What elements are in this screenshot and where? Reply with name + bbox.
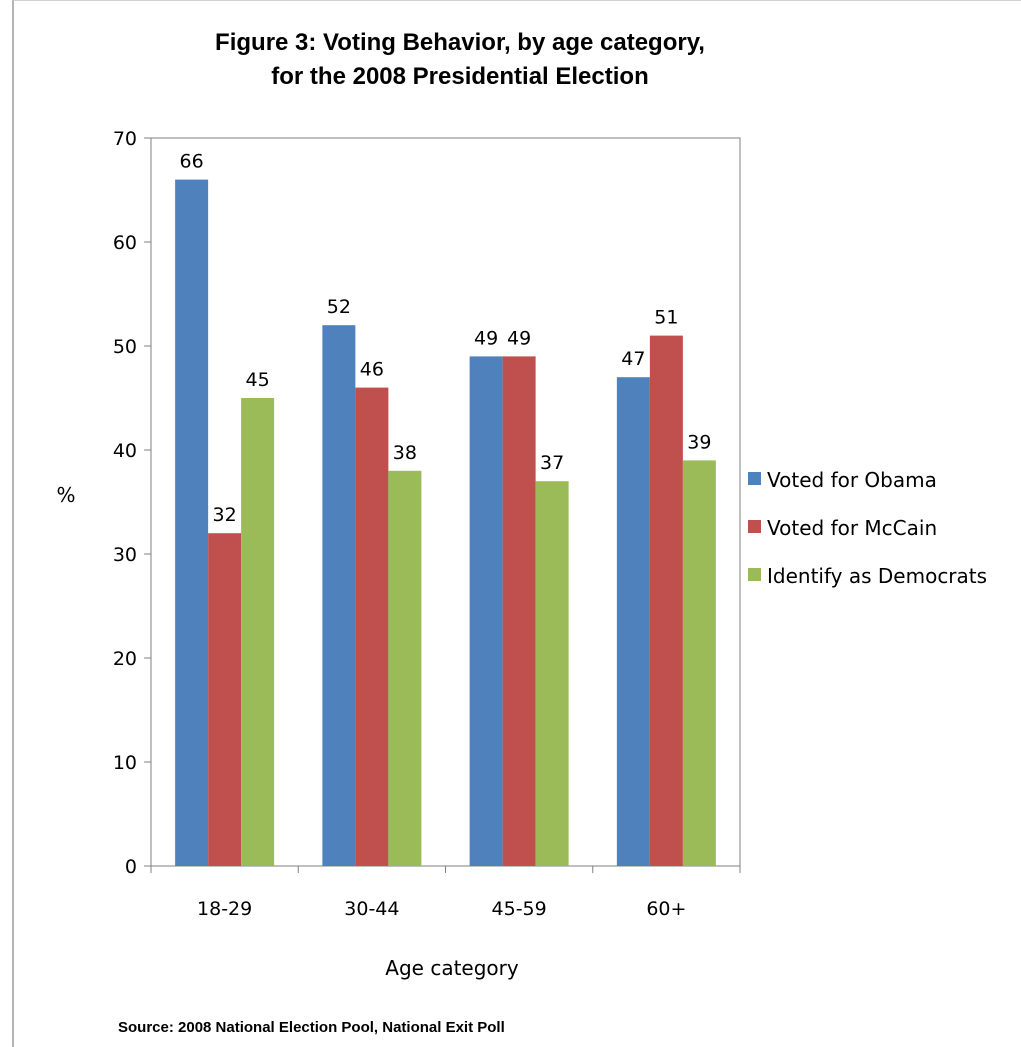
y-tick-label: 50 <box>113 336 137 358</box>
bar <box>503 356 536 866</box>
y-tick-label: 20 <box>113 648 137 670</box>
y-tick-label: 30 <box>113 544 137 566</box>
legend-swatch <box>748 568 761 581</box>
y-tick-label: 70 <box>113 128 137 150</box>
bars <box>175 180 716 866</box>
y-tick-label: 60 <box>113 232 137 254</box>
data-label: 52 <box>327 296 351 318</box>
data-label: 39 <box>687 431 711 453</box>
bar <box>650 336 683 866</box>
bar <box>536 481 569 866</box>
bar <box>175 180 208 866</box>
legend: Voted for Obama Voted for McCain Identify … <box>748 468 987 588</box>
data-label: 45 <box>246 369 270 391</box>
source-note: Source: 2008 National Election Pool, Nat… <box>118 1019 505 1036</box>
y-axis: 0 10 20 30 40 50 60 70 <box>113 128 151 878</box>
legend-label: Voted for McCain <box>767 516 937 540</box>
data-label: 49 <box>507 327 531 349</box>
data-label: 47 <box>621 348 645 370</box>
x-tick-label: 60+ <box>646 898 686 920</box>
bar <box>388 471 421 866</box>
x-axis: 18-29 30-44 45-59 60+ <box>151 866 740 920</box>
y-axis-title: % <box>56 483 75 507</box>
bar <box>241 398 274 866</box>
data-label: 46 <box>360 359 384 381</box>
bar <box>355 388 388 866</box>
legend-swatch <box>748 472 761 485</box>
data-label: 38 <box>393 442 417 464</box>
x-tick-label: 30-44 <box>344 898 399 920</box>
x-axis-title: Age category <box>385 956 519 980</box>
bar <box>617 377 650 866</box>
legend-label: Identify as Democrats <box>767 564 987 588</box>
data-label: 49 <box>474 327 498 349</box>
y-tick-label: 40 <box>113 440 137 462</box>
legend-swatch <box>748 520 761 533</box>
legend-label: Voted for Obama <box>767 468 937 492</box>
data-label: 37 <box>540 452 564 474</box>
bar <box>322 325 355 866</box>
bar <box>208 533 241 866</box>
data-label: 66 <box>180 151 204 173</box>
bar <box>683 460 716 866</box>
y-tick-label: 0 <box>125 856 137 878</box>
x-tick-label: 45-59 <box>492 898 547 920</box>
y-tick-label: 10 <box>113 752 137 774</box>
data-label: 51 <box>654 307 678 329</box>
data-label: 32 <box>213 504 237 526</box>
x-tick-label: 18-29 <box>197 898 252 920</box>
bar <box>470 356 503 866</box>
